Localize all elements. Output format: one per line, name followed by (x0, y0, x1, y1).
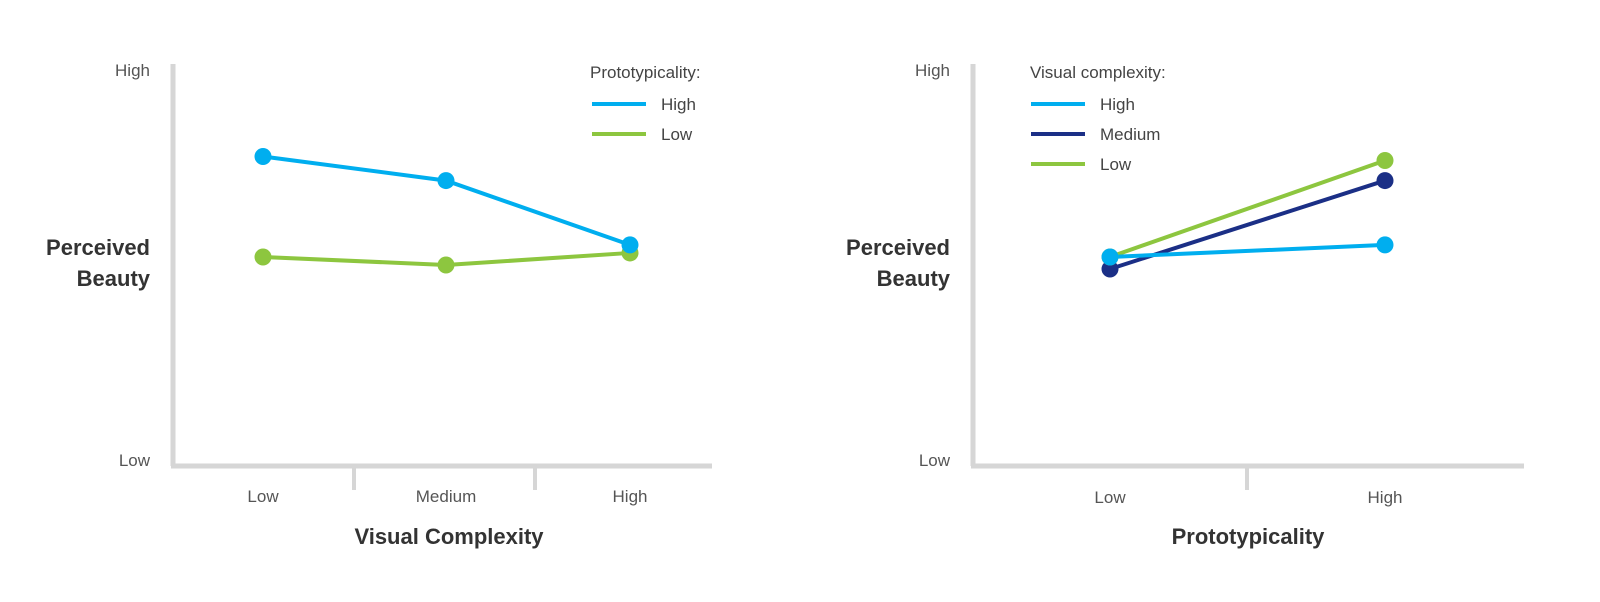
legend-label-low: Low (1100, 155, 1132, 174)
x-tick-label: Low (1094, 488, 1126, 507)
y-axis-label-line2: Beauty (77, 266, 151, 291)
legend-label-low: Low (661, 125, 693, 144)
y-tick-high: High (115, 61, 150, 80)
x-tick-label: High (1368, 488, 1403, 507)
x-tick-label: Medium (416, 487, 476, 506)
panel-prototypicality: High Low Perceived Beauty Low High Proto… (846, 61, 1524, 549)
x-tick-label: Low (247, 487, 279, 506)
legend-title: Visual complexity: (1030, 63, 1166, 82)
series-line-low (1109, 158, 1386, 259)
y-axis-label-line1: Perceived (846, 235, 950, 260)
data-point-high (254, 147, 272, 165)
data-point-high (1376, 236, 1394, 254)
legend-title: Prototypicality: (590, 63, 701, 82)
panel-visual-complexity: High Low Perceived Beauty Low Medium Hig… (46, 61, 712, 549)
series-line-high (262, 154, 631, 247)
data-point-low (1376, 151, 1394, 169)
series-line-high (1109, 242, 1386, 259)
data-point-medium (1376, 172, 1394, 190)
y-axis-label-line1: Perceived (46, 235, 150, 260)
data-point-high (621, 236, 639, 254)
plot-area (254, 147, 639, 274)
plot-area (1101, 151, 1394, 278)
y-tick-high: High (915, 61, 950, 80)
data-point-medium (1101, 260, 1119, 278)
x-tick-label: High (613, 487, 648, 506)
y-axis-label-line2: Beauty (877, 266, 951, 291)
y-tick-low: Low (119, 451, 151, 470)
x-axis-title: Prototypicality (1172, 524, 1326, 549)
x-axis-title: Visual Complexity (354, 524, 544, 549)
y-tick-low: Low (919, 451, 951, 470)
data-point-low (254, 248, 272, 266)
data-point-low (437, 256, 455, 274)
legend: Visual complexity: High Medium Low (1030, 63, 1166, 174)
legend-label-medium: Medium (1100, 125, 1160, 144)
legend-label-high: High (1100, 95, 1135, 114)
data-point-high (437, 172, 455, 190)
legend: Prototypicality: High Low (590, 63, 701, 144)
legend-label-high: High (661, 95, 696, 114)
data-point-high (1101, 248, 1119, 266)
